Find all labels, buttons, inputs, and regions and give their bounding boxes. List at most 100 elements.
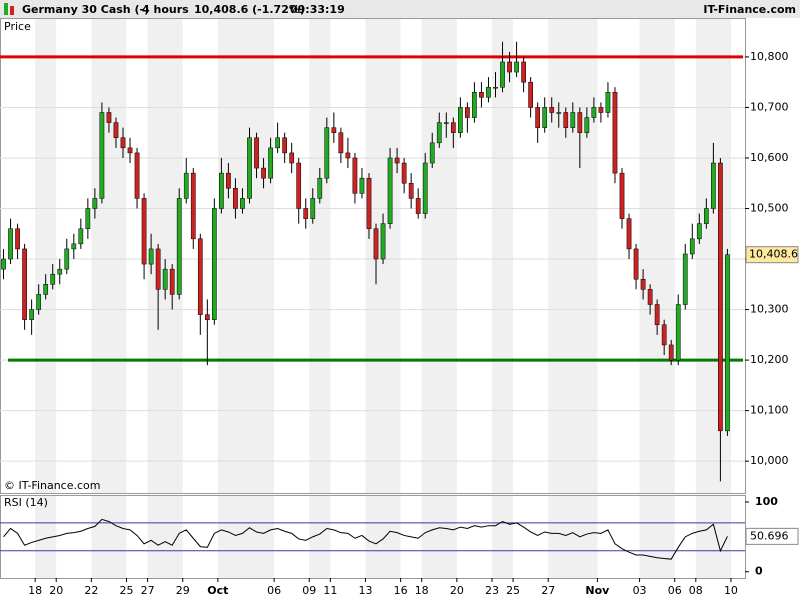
candle-body <box>689 238 695 255</box>
x-tick-label: 22 <box>84 584 98 597</box>
candle-body <box>169 268 175 295</box>
candle-body <box>15 228 20 250</box>
candle-body <box>633 248 639 280</box>
x-tick-label: 25 <box>506 584 520 597</box>
x-tick-label: 06 <box>267 584 281 597</box>
icon <box>4 3 8 15</box>
candle-body <box>711 162 716 209</box>
x-tick-label: Nov <box>585 584 610 597</box>
y-tick-label: 10,500 <box>750 202 789 215</box>
candle-body <box>472 92 477 118</box>
day-stripe <box>695 495 731 578</box>
x-tick-label: 23 <box>485 584 499 597</box>
rsi-value-label: 50.696 <box>750 529 789 542</box>
timeframe: 4 hours <box>142 3 189 16</box>
candle-body <box>577 112 583 133</box>
x-tick-label: 08 <box>689 584 703 597</box>
candle-body <box>36 294 42 310</box>
candle-body <box>162 268 168 290</box>
candle-body <box>176 198 182 295</box>
day-stripe <box>35 18 57 493</box>
candle-body <box>226 172 231 189</box>
candle-body <box>640 279 646 290</box>
panel-title: Price <box>4 20 31 33</box>
day-stripe <box>421 495 457 578</box>
candle-body <box>317 177 323 199</box>
candle-body <box>443 122 449 124</box>
x-tick-label: 18 <box>28 584 42 597</box>
candle-body <box>457 107 463 133</box>
candle-body <box>141 198 147 265</box>
candle-body <box>654 304 660 325</box>
candle-body <box>134 152 140 199</box>
candle-body <box>282 137 288 154</box>
candle-body <box>85 208 91 229</box>
copyright: © IT-Finance.com <box>4 479 101 492</box>
x-tick-label: 25 <box>120 584 134 597</box>
candle-body <box>429 142 435 164</box>
candle-body <box>387 157 393 224</box>
y-tick-label: 0 <box>755 565 763 578</box>
candle-body <box>50 273 56 285</box>
candle-body <box>584 117 590 133</box>
candle-body <box>212 208 217 320</box>
candle-body <box>247 137 252 199</box>
y-tick-label: 10,200 <box>750 353 789 366</box>
day-stripe <box>548 495 598 578</box>
candle-body <box>120 137 126 149</box>
candle-body <box>415 198 421 214</box>
candle-body <box>570 112 576 128</box>
candle-body <box>338 132 344 154</box>
candle-body <box>542 107 548 128</box>
day-stripe <box>217 495 275 578</box>
candle-body <box>303 208 309 219</box>
candle-body <box>22 248 27 320</box>
candle-body <box>521 61 526 83</box>
candle-body <box>422 162 428 214</box>
candle-body <box>254 137 259 169</box>
day-stripe <box>309 495 331 578</box>
x-tick-label: 03 <box>633 584 647 597</box>
x-tick-label: 13 <box>358 584 372 597</box>
day-stripe <box>421 18 457 493</box>
candle-body <box>549 107 555 113</box>
x-tick-label: 27 <box>141 584 155 597</box>
x-tick-label: 10 <box>724 584 738 597</box>
candle-body <box>261 167 266 179</box>
candle-body <box>401 162 407 184</box>
candle-body <box>718 162 723 432</box>
candle-body <box>92 198 98 209</box>
day-stripe <box>35 495 57 578</box>
candle-body <box>345 152 351 159</box>
y-tick-label: 100 <box>755 495 778 508</box>
candle-body <box>556 112 562 114</box>
candle-body <box>106 112 112 123</box>
last-price-label: 10,408.6 <box>749 248 798 261</box>
time: 09:33:19 <box>290 3 345 16</box>
candle-body <box>514 61 519 73</box>
candle-body <box>331 127 337 133</box>
candle-body <box>703 208 709 224</box>
candle-body <box>535 107 541 128</box>
candle-body <box>675 304 681 361</box>
day-stripe <box>309 18 331 493</box>
candle-body <box>268 147 273 179</box>
candle-body <box>591 107 597 118</box>
candle-body <box>528 81 533 108</box>
x-tick-label: 27 <box>541 584 555 597</box>
quote: 10,408.6 (-1.72%) <box>194 3 305 16</box>
x-tick-label: 09 <box>302 584 316 597</box>
candle-body <box>1 258 6 270</box>
candle-body <box>725 254 730 432</box>
candle-body <box>619 172 625 219</box>
day-stripe <box>91 18 127 493</box>
candle-body <box>219 172 224 209</box>
candle-body <box>598 107 604 113</box>
candle-body <box>500 61 505 88</box>
x-tick-label: Oct <box>207 584 228 597</box>
x-tick-label: 18 <box>415 584 429 597</box>
candle-body <box>563 112 569 128</box>
candle-body <box>155 248 161 290</box>
day-stripe <box>365 495 401 578</box>
